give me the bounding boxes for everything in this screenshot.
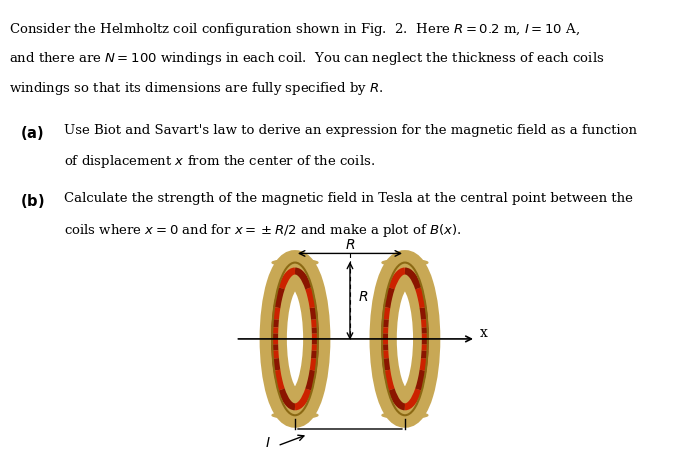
Text: $\mathbf{(b)}$: $\mathbf{(b)}$: [20, 192, 44, 210]
Ellipse shape: [382, 260, 428, 266]
Ellipse shape: [382, 412, 428, 418]
Ellipse shape: [272, 260, 318, 266]
Text: windings so that its dimensions are fully specified by $R$.: windings so that its dimensions are full…: [9, 80, 384, 97]
Text: $R$: $R$: [345, 238, 355, 252]
Text: $R$: $R$: [357, 290, 368, 304]
Text: Calculate the strength of the magnetic field in Tesla at the central point betwe: Calculate the strength of the magnetic f…: [64, 192, 633, 205]
Text: x: x: [480, 326, 488, 340]
Text: Consider the Helmholtz coil configuration shown in Fig.  2.  Here $R = 0.2$ m, $: Consider the Helmholtz coil configuratio…: [9, 21, 580, 38]
Text: $I$: $I$: [264, 436, 271, 450]
Text: Use Biot and Savart's law to derive an expression for the magnetic field as a fu: Use Biot and Savart's law to derive an e…: [64, 124, 637, 136]
Text: and there are $N = 100$ windings in each coil.  You can neglect the thickness of: and there are $N = 100$ windings in each…: [9, 50, 604, 67]
Text: $\mathbf{(a)}$: $\mathbf{(a)}$: [20, 124, 44, 142]
Text: coils where $x = 0$ and for $x = \pm R/2$ and make a plot of $B(x)$.: coils where $x = 0$ and for $x = \pm R/2…: [64, 222, 462, 239]
Text: of displacement $x$ from the center of the coils.: of displacement $x$ from the center of t…: [64, 153, 375, 170]
Ellipse shape: [272, 412, 318, 418]
